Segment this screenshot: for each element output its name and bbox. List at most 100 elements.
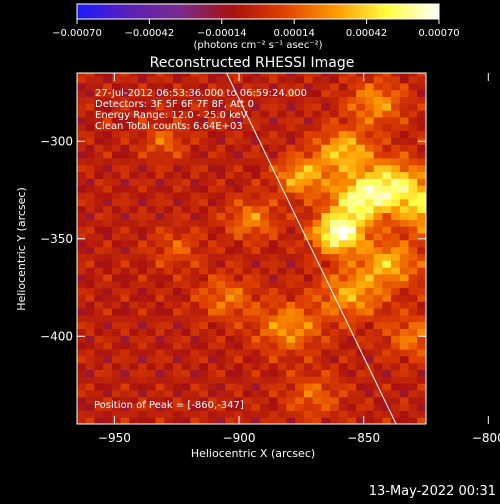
heatmap-cell xyxy=(155,335,165,343)
heatmap-cell xyxy=(164,130,174,138)
heatmap-cell xyxy=(408,273,418,282)
heatmap-cell xyxy=(417,342,426,350)
heatmap-cell xyxy=(260,328,270,336)
heatmap-cell xyxy=(277,355,287,364)
heatmap-cell xyxy=(85,376,96,384)
heatmap-cell xyxy=(207,314,218,323)
heatmap-cell xyxy=(94,191,104,200)
heatmap-cell xyxy=(312,403,322,411)
heatmap-cell xyxy=(408,294,418,302)
heatmap-cell xyxy=(364,75,375,84)
heatmap-cell xyxy=(286,205,296,214)
heatmap-cell xyxy=(260,103,270,111)
heatmap-cell xyxy=(277,212,287,220)
heatmap-cell xyxy=(138,164,148,173)
info-energy-range: Energy Range: 12.0 - 25.0 keV xyxy=(95,110,248,121)
heatmap-cell xyxy=(146,75,157,84)
heatmap-cell xyxy=(146,73,157,77)
heatmap-cell xyxy=(417,198,426,207)
heatmap-cell xyxy=(216,226,226,234)
heatmap-cell xyxy=(242,191,253,200)
heatmap-cell xyxy=(286,178,296,186)
heatmap-cell xyxy=(103,383,113,391)
heatmap-cell xyxy=(155,376,165,384)
heatmap-cell xyxy=(181,383,192,391)
x-tick-label: −950 xyxy=(98,431,131,445)
heatmap-cell xyxy=(408,307,418,316)
heatmap-cell xyxy=(408,389,418,398)
heatmap-cell xyxy=(155,389,165,398)
heatmap-cell xyxy=(190,103,200,111)
heatmap-cell xyxy=(303,123,314,132)
heatmap-cell xyxy=(225,396,235,405)
heatmap-cell xyxy=(408,96,418,104)
heatmap-cell xyxy=(216,389,226,398)
heatmap-cell xyxy=(120,130,130,138)
heatmap-cell xyxy=(338,73,349,77)
heatmap-cell xyxy=(338,260,349,268)
heatmap-cell xyxy=(138,355,148,364)
heatmap-cell xyxy=(268,342,279,350)
heatmap-cell xyxy=(251,267,261,275)
heatmap-cell xyxy=(321,294,331,302)
heatmap-cell xyxy=(120,157,130,166)
heatmap-cell xyxy=(251,178,261,186)
heatmap-cell xyxy=(172,82,183,91)
heatmap-cell xyxy=(164,226,174,234)
heatmap-cell xyxy=(408,110,418,118)
heatmap-cell xyxy=(129,219,139,227)
heatmap-cell xyxy=(303,178,314,186)
heatmap-cell xyxy=(85,383,96,391)
heatmap-cell xyxy=(111,123,122,132)
heatmap-cell xyxy=(225,267,235,275)
heatmap-cell xyxy=(251,73,261,77)
heatmap-cell xyxy=(391,205,401,214)
heatmap-cell xyxy=(111,75,122,84)
heatmap-cell xyxy=(129,389,139,398)
heatmap-cell xyxy=(408,73,418,77)
heatmap-cell xyxy=(303,212,314,220)
heatmap-cell xyxy=(146,328,157,336)
heatmap-cell xyxy=(321,137,331,145)
heatmap-cell xyxy=(111,280,122,289)
heatmap-cell xyxy=(190,287,200,295)
heatmap-cell xyxy=(77,246,87,254)
heatmap-cell xyxy=(295,151,305,159)
heatmap-cell xyxy=(138,144,148,152)
heatmap-cell xyxy=(295,82,305,91)
heatmap-cell xyxy=(303,164,314,173)
heatmap-cell xyxy=(356,96,366,104)
heatmap-cell xyxy=(103,389,113,398)
heatmap-cell xyxy=(321,280,331,289)
heatmap-cell xyxy=(77,130,87,138)
heatmap-cell xyxy=(268,307,279,316)
heatmap-cell xyxy=(190,185,200,193)
heatmap-cell xyxy=(216,403,226,411)
heatmap-cell xyxy=(277,116,287,125)
heatmap-cell xyxy=(207,144,218,152)
heatmap-cell xyxy=(399,417,410,424)
heatmap-cell xyxy=(286,103,296,111)
heatmap-cell xyxy=(347,389,357,398)
heatmap-cell xyxy=(146,403,157,411)
heatmap-cell xyxy=(120,219,130,227)
heatmap-cell xyxy=(260,185,270,193)
heatmap-cell xyxy=(347,239,357,248)
heatmap-cell xyxy=(260,376,270,384)
heatmap-cell xyxy=(417,307,426,316)
heatmap-cell xyxy=(146,198,157,207)
heatmap-cell xyxy=(138,73,148,77)
heatmap-cell xyxy=(155,348,165,357)
heatmap-cell xyxy=(391,369,401,377)
heatmap-cell xyxy=(268,198,279,207)
heatmap-cell xyxy=(234,198,244,207)
heatmap-cell xyxy=(321,185,331,193)
heatmap-cell xyxy=(391,389,401,398)
heatmap-cell xyxy=(364,301,375,309)
heatmap-cell xyxy=(190,362,200,370)
heatmap-cell xyxy=(277,307,287,316)
heatmap-cell xyxy=(138,212,148,220)
heatmap-cell xyxy=(373,335,383,343)
heatmap-cell xyxy=(408,396,418,405)
heatmap-cell xyxy=(364,287,375,295)
